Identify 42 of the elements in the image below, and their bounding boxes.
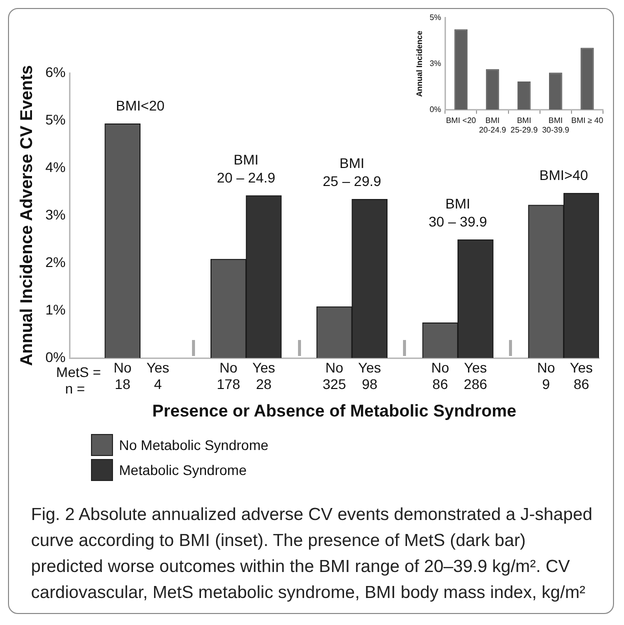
x-tick-label: BMI <20	[446, 116, 477, 125]
x-tick-label: BMI ≥ 40	[571, 116, 604, 125]
y-tick-label: 2%	[45, 254, 66, 270]
text: MetS = n =	[56, 364, 101, 397]
caption: Fig. 2 Absolute annualized adverse CV events demonstrated a J-shaped curve according to BMI (inset). The presence of MetS (dark bar) predicted worse outcomes within the BMI range of 20–39.9 kg/m². CV cardiovascular, MetS metabolic syndrome, BMI body mass index, kg/m²	[31, 503, 594, 604]
bar	[549, 72, 562, 110]
y-tick-label: 5%	[430, 13, 442, 22]
y-tick-label: 6%	[45, 64, 66, 80]
bar	[517, 81, 531, 110]
x-tick-label: No 325	[322, 359, 346, 392]
x-tick-label: BMI 25-29.9	[510, 116, 538, 134]
y-tick-label: 3%	[430, 59, 442, 68]
x-axis-title: Presence or Absence of Metabolic Syndrome	[152, 401, 516, 420]
x-tick-label: Yes 86	[570, 359, 593, 392]
y-tick-label: 4%	[45, 158, 66, 175]
x-tick-label: BMI 30-39.9	[542, 116, 570, 134]
x-tick-label: No 18	[114, 359, 132, 392]
x-tick-label: No 178	[216, 359, 240, 392]
annotation: BMI 20 – 24.9	[216, 151, 276, 186]
x-tick-label: Yes 286	[464, 359, 488, 392]
y-tick-label: 5%	[45, 111, 66, 128]
x-tick-label: Yes 28	[252, 359, 276, 392]
bar	[454, 29, 468, 110]
x-tick-label: Yes 4	[146, 359, 170, 392]
y-axis-title: Annual Incidence	[415, 30, 424, 97]
y-axis-title: Annual Incidence Adverse CV Events	[16, 65, 36, 366]
x-tick-label: No 9	[537, 359, 556, 392]
x-tick-label: No 86	[431, 359, 450, 392]
annotation: BMI 25 – 29.9	[322, 155, 382, 190]
y-tick-label: 3%	[45, 206, 66, 222]
y-tick-label: 0%	[45, 348, 66, 365]
annotation: BMI<20	[116, 98, 165, 114]
y-tick-label: 0%	[430, 105, 442, 114]
x-tick-label: Yes 98	[358, 359, 382, 392]
bar	[486, 69, 500, 110]
x-tick-label: BMI 20-24.9	[478, 116, 507, 134]
legend-label: Metabolic Syndrome	[119, 462, 247, 478]
bar	[580, 48, 594, 110]
annotation: BMI>40	[539, 167, 588, 184]
legend-label: No Metabolic Syndrome	[119, 436, 268, 452]
annotation: BMI 30 – 39.9	[428, 196, 488, 230]
y-tick-label: 1%	[45, 301, 66, 318]
